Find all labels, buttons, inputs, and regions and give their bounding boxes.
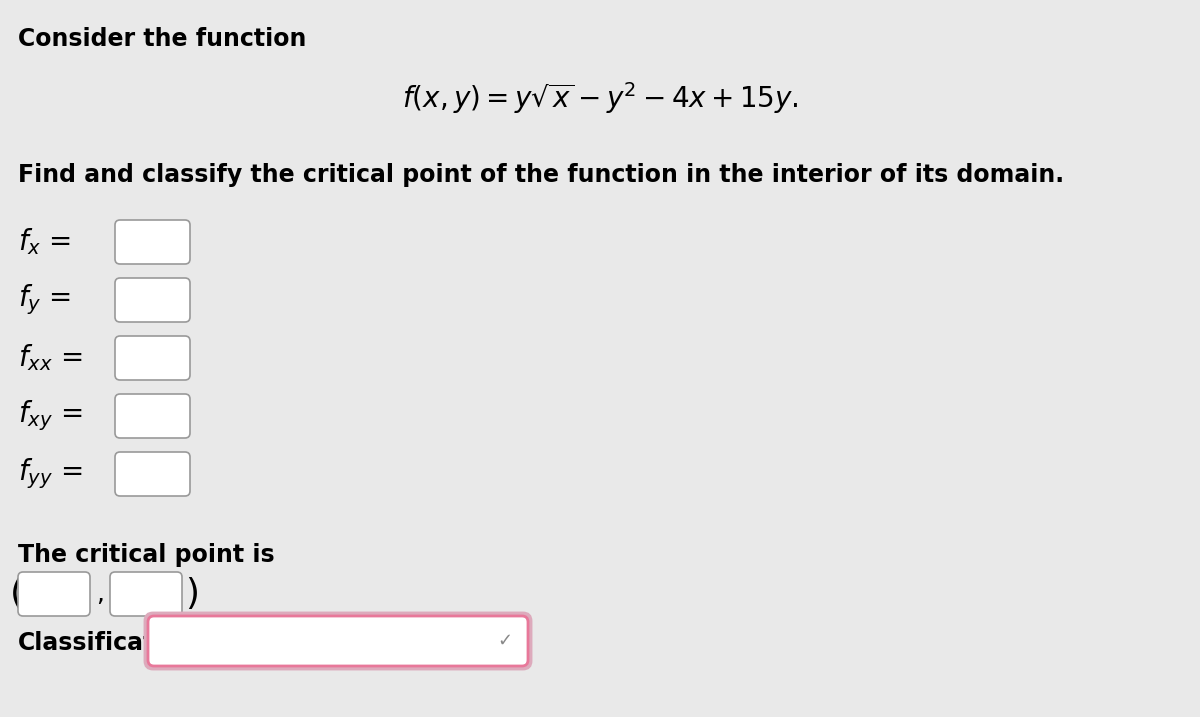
FancyBboxPatch shape [115, 278, 190, 322]
FancyBboxPatch shape [110, 572, 182, 616]
Text: Consider the function: Consider the function [18, 27, 306, 51]
Text: ✓: ✓ [497, 632, 512, 650]
Text: $f_{xx}$ =: $f_{xx}$ = [18, 343, 83, 374]
Text: $f_x$ =: $f_x$ = [18, 227, 71, 257]
FancyBboxPatch shape [148, 616, 528, 666]
FancyBboxPatch shape [18, 572, 90, 616]
FancyBboxPatch shape [115, 220, 190, 264]
Text: $f_{xy}$ =: $f_{xy}$ = [18, 399, 83, 433]
Text: Find and classify the critical point of the function in the interior of its doma: Find and classify the critical point of … [18, 163, 1064, 187]
Text: $f_{yy}$ =: $f_{yy}$ = [18, 457, 83, 491]
Text: $f(x, y) = y\sqrt{x} - y^{2} - 4x + 15y.$: $f(x, y) = y\sqrt{x} - y^{2} - 4x + 15y.… [402, 80, 798, 116]
FancyBboxPatch shape [115, 394, 190, 438]
FancyBboxPatch shape [115, 452, 190, 496]
Text: Classification:: Classification: [18, 631, 206, 655]
FancyBboxPatch shape [146, 614, 530, 668]
Text: ,: , [96, 582, 104, 606]
FancyBboxPatch shape [115, 336, 190, 380]
Text: $f_y$ =: $f_y$ = [18, 282, 71, 318]
Text: (: ( [10, 577, 24, 611]
Text: ): ) [185, 577, 199, 611]
Text: The critical point is: The critical point is [18, 543, 275, 567]
